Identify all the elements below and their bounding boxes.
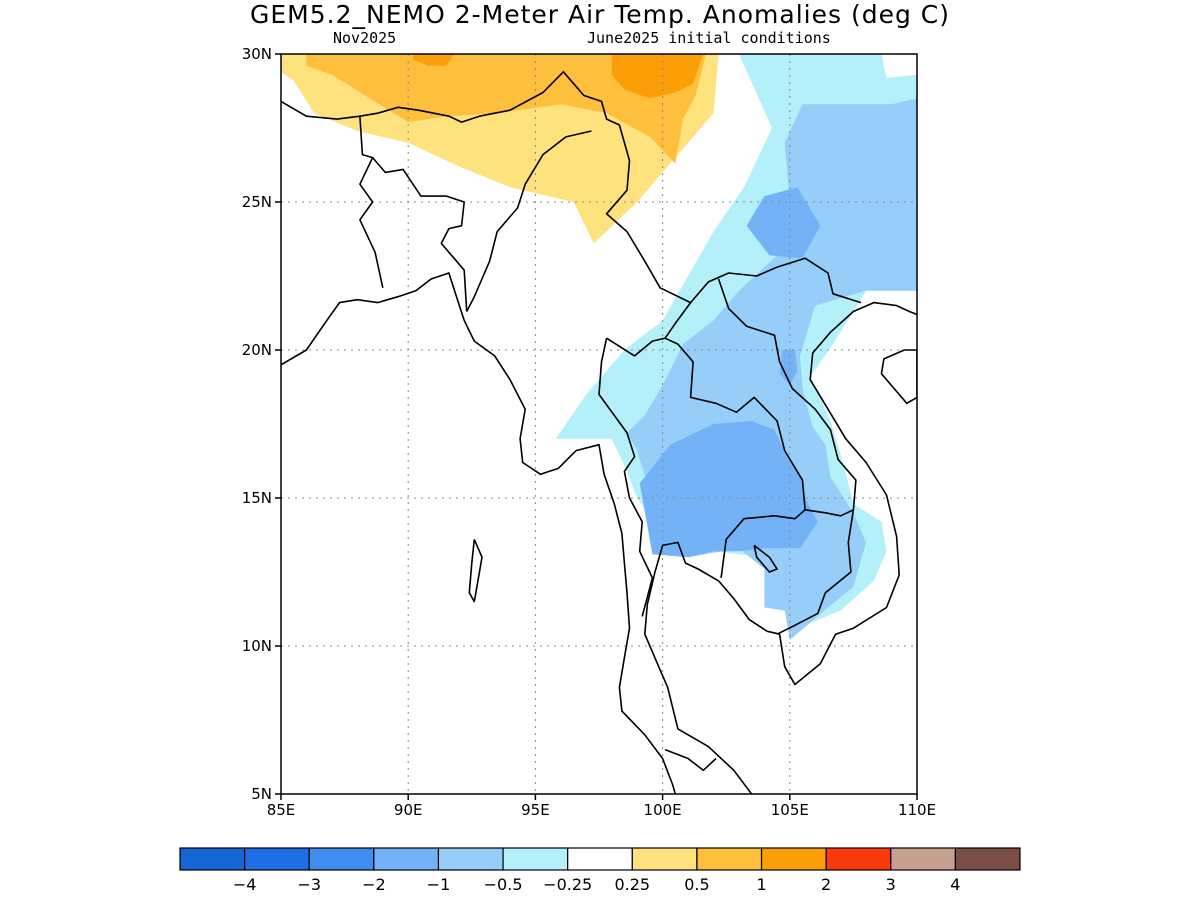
coastline-hainan-coast bbox=[880, 349, 917, 405]
border-myanmar-thailand-border bbox=[606, 302, 692, 357]
colorbar-label: −3 bbox=[297, 875, 321, 894]
colorbar-label: 0.25 bbox=[614, 875, 650, 894]
colorbar-label: −1 bbox=[427, 875, 451, 894]
lon-tick-label: 105E bbox=[771, 801, 809, 819]
lat-tick-label: 20N bbox=[242, 341, 272, 359]
lon-tick-label: 95E bbox=[521, 801, 550, 819]
map-frame bbox=[280, 53, 918, 795]
colorbar-swatch bbox=[890, 847, 956, 871]
colorbar-label: 3 bbox=[886, 875, 896, 894]
anomaly-region-cool-1 bbox=[639, 421, 818, 558]
lon-tick-label: 85E bbox=[267, 801, 296, 819]
anomaly-region-warm-2 bbox=[611, 54, 704, 99]
anomaly-region-warm-extra-right bbox=[881, 54, 917, 78]
colorbar-swatch bbox=[567, 847, 633, 871]
colorbar-label: −0.5 bbox=[484, 875, 523, 894]
colorbar-swatch bbox=[179, 847, 246, 871]
colorbar-label: −0.25 bbox=[543, 875, 592, 894]
colorbar-swatch bbox=[696, 847, 763, 871]
chart-title: GEM5.2_NEMO 2-Meter Air Temp. Anomalies … bbox=[250, 0, 950, 29]
colorbar-swatch bbox=[825, 847, 892, 871]
border-himalaya-border bbox=[281, 71, 862, 304]
coastline-indian-subcontinent-coast bbox=[281, 272, 677, 794]
border-laos-cambodia-border bbox=[804, 509, 854, 517]
colorbar: −4 −3 −2 −1 −0.5 −0.25 0.25 0.5 1 2 3 4 bbox=[179, 847, 1021, 894]
anomaly-region-cool-1b bbox=[779, 350, 798, 386]
colorbar-swatch bbox=[954, 847, 1021, 871]
lat-tick-label: 10N bbox=[242, 637, 272, 655]
coastline-gulf-of-thailand-coast bbox=[643, 301, 917, 794]
border-thai-malay-border bbox=[664, 748, 717, 772]
border-india-myanmar-border bbox=[465, 130, 592, 312]
border-cambodia-vietnam-border bbox=[776, 509, 855, 635]
border-myanmar-thai-west-border bbox=[598, 338, 654, 617]
colorbar-swatch bbox=[760, 847, 827, 871]
colorbar-label: −2 bbox=[362, 875, 386, 894]
colorbar-label: 0.5 bbox=[684, 875, 709, 894]
anomaly-region-warm-1 bbox=[306, 54, 706, 164]
lon-tick-label: 110E bbox=[898, 801, 936, 819]
colorbar-swatch bbox=[502, 847, 569, 871]
lat-tick-label: 25N bbox=[242, 193, 272, 211]
anomaly-region-warm-2b bbox=[413, 54, 454, 66]
border-west-bangladesh-border bbox=[359, 116, 384, 288]
forecast-month: Nov2025 bbox=[333, 29, 397, 47]
lat-tick-label: 15N bbox=[242, 489, 272, 507]
anomaly-region-cool-1c bbox=[746, 187, 821, 259]
colorbar-label: −4 bbox=[233, 875, 257, 894]
border-laos-vietnam-border bbox=[717, 278, 857, 510]
initial-conditions-label: June2025 initial conditions bbox=[587, 29, 831, 47]
lon-tick-label: 100E bbox=[644, 801, 682, 819]
colorbar-swatch bbox=[308, 847, 375, 871]
colorbar-label: 4 bbox=[950, 875, 960, 894]
map-area bbox=[281, 54, 917, 794]
border-thailand-laos-border bbox=[664, 337, 806, 579]
colorbar-label: 1 bbox=[756, 875, 766, 894]
colorbar-swatch bbox=[244, 847, 310, 871]
coastline-tonle-sap bbox=[753, 544, 778, 573]
colorbar-swatch bbox=[437, 847, 504, 871]
colorbar-swatch bbox=[373, 847, 440, 871]
border-bangladesh-border bbox=[371, 157, 468, 312]
lat-tick-label: 30N bbox=[242, 45, 272, 63]
lon-tick-label: 90E bbox=[394, 801, 423, 819]
coastline-andaman-islands bbox=[468, 539, 483, 603]
colorbar-swatch bbox=[631, 847, 698, 871]
colorbar-label: 2 bbox=[821, 875, 831, 894]
lat-tick-label: 5N bbox=[251, 785, 272, 803]
